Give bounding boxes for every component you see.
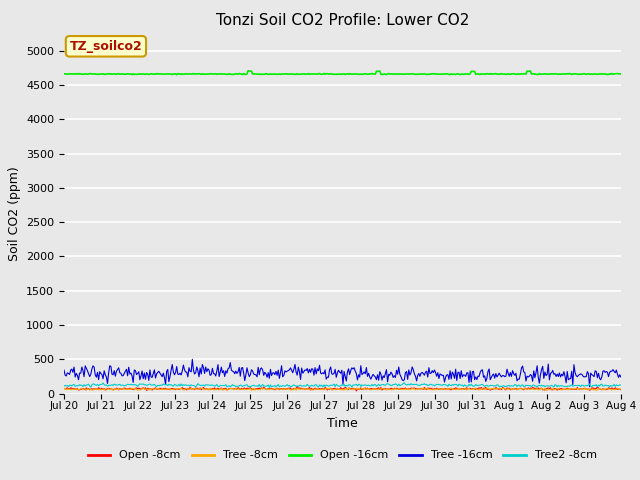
Tree -16cm [393,368,401,373]
Tree -8cm [606,386,614,392]
Tree -8cm [326,385,333,391]
Open -16cm [606,71,614,77]
Open -8cm [606,385,614,391]
Tree -16cm [362,365,370,371]
Tree -8cm [394,386,401,392]
Line: Tree -8cm: Tree -8cm [64,388,621,390]
Open -16cm [327,71,335,77]
Open -8cm [519,386,527,392]
Title: Tonzi Soil CO2 Profile: Lower CO2: Tonzi Soil CO2 Profile: Lower CO2 [216,13,469,28]
Tree -8cm [223,387,231,393]
Open -16cm [364,72,371,77]
Tree2 -8cm [617,382,625,388]
Open -8cm [329,386,337,392]
Tree -8cm [345,385,353,391]
Tree -16cm [518,365,525,371]
Open -8cm [617,387,625,393]
Tree2 -8cm [606,384,614,390]
Tree2 -8cm [362,383,370,388]
Legend: Open -8cm, Tree -8cm, Open -16cm, Tree -16cm, Tree2 -8cm: Open -8cm, Tree -8cm, Open -16cm, Tree -… [84,446,601,465]
Tree -16cm [606,370,614,375]
Tree -16cm [60,367,68,373]
Line: Tree -16cm: Tree -16cm [64,360,621,387]
Tree -8cm [364,386,371,392]
Line: Tree2 -8cm: Tree2 -8cm [64,383,621,387]
Tree2 -8cm [329,382,337,388]
Tree2 -8cm [519,382,527,388]
Tree -16cm [329,372,337,377]
Tree -16cm [189,357,196,362]
Open -8cm [353,388,360,394]
Tree2 -8cm [326,383,333,389]
Tree2 -8cm [393,382,401,387]
Y-axis label: Soil CO2 (ppm): Soil CO2 (ppm) [8,166,20,261]
X-axis label: Time: Time [327,417,358,430]
Tree2 -8cm [266,384,273,390]
Open -16cm [173,72,180,78]
Tree2 -8cm [401,380,408,385]
Open -16cm [330,72,338,77]
Open -16cm [617,71,625,77]
Tree -8cm [617,386,625,392]
Text: TZ_soilco2: TZ_soilco2 [70,40,142,53]
Open -8cm [293,384,301,389]
Open -16cm [394,71,401,77]
Open -8cm [394,385,401,391]
Open -16cm [244,68,252,73]
Tree -8cm [329,387,337,393]
Open -16cm [519,71,527,77]
Line: Open -16cm: Open -16cm [64,71,621,75]
Open -8cm [364,385,371,391]
Tree -8cm [519,386,527,392]
Open -8cm [326,386,333,392]
Open -8cm [60,385,68,391]
Line: Open -8cm: Open -8cm [64,386,621,391]
Tree -16cm [617,374,625,380]
Tree -16cm [586,384,593,390]
Tree -16cm [326,367,333,372]
Open -16cm [60,71,68,77]
Tree -8cm [60,386,68,392]
Tree2 -8cm [60,383,68,389]
